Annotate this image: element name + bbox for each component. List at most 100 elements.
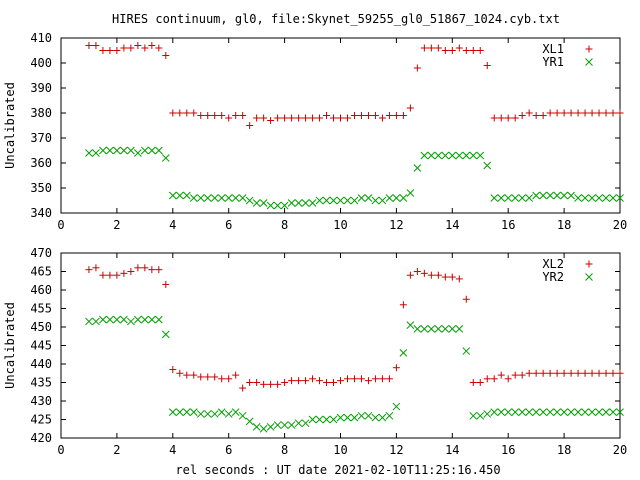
data-point xyxy=(504,194,513,202)
data-point xyxy=(616,369,624,377)
data-point xyxy=(190,371,198,379)
data-point xyxy=(413,64,421,72)
data-point xyxy=(148,266,156,274)
data-point xyxy=(281,379,289,386)
data-point xyxy=(448,324,457,333)
data-point xyxy=(140,315,149,324)
data-point xyxy=(253,114,261,122)
data-point xyxy=(301,199,310,207)
y-tick-label: 450 xyxy=(30,320,52,334)
data-point xyxy=(168,191,177,200)
data-point xyxy=(434,151,443,160)
data-point xyxy=(113,146,121,155)
data-point xyxy=(476,151,485,160)
data-point xyxy=(546,369,554,377)
data-point xyxy=(469,151,478,160)
data-point xyxy=(106,271,114,279)
data-point xyxy=(511,194,520,202)
data-point xyxy=(231,408,240,416)
data-point xyxy=(232,112,240,119)
data-point xyxy=(532,112,540,119)
data-point xyxy=(113,315,121,324)
legend-marker xyxy=(585,260,593,268)
data-point xyxy=(274,114,282,122)
data-point xyxy=(581,194,589,202)
y-tick-label: 350 xyxy=(30,181,52,195)
data-point xyxy=(329,196,338,205)
data-point xyxy=(288,377,296,385)
x-tick-label: 8 xyxy=(281,443,288,457)
data-point xyxy=(246,379,254,386)
data-point xyxy=(441,151,450,160)
data-point xyxy=(274,380,282,388)
data-point xyxy=(560,191,568,200)
data-point xyxy=(483,62,491,69)
data-point xyxy=(567,408,575,416)
data-point xyxy=(196,410,205,418)
data-point xyxy=(85,266,93,274)
data-point xyxy=(588,369,596,377)
data-point xyxy=(490,194,499,202)
y-tick-label: 435 xyxy=(30,376,52,390)
data-point xyxy=(511,114,519,122)
data-point xyxy=(252,199,261,207)
data-point xyxy=(127,317,135,326)
data-point xyxy=(281,114,289,122)
data-point xyxy=(420,324,429,333)
data-point xyxy=(147,146,156,155)
data-point xyxy=(169,366,177,374)
data-point xyxy=(595,369,603,377)
data-point xyxy=(448,151,457,160)
data-point xyxy=(350,112,358,119)
data-point xyxy=(392,194,401,202)
data-point xyxy=(253,379,261,386)
data-point xyxy=(287,421,296,429)
data-point xyxy=(155,44,163,52)
data-point xyxy=(196,194,205,202)
data-point xyxy=(273,421,282,429)
y-tick-label: 445 xyxy=(30,339,52,353)
data-point xyxy=(441,273,449,281)
data-point xyxy=(490,375,498,383)
data-point xyxy=(182,408,191,416)
data-point xyxy=(378,114,386,122)
data-point xyxy=(99,271,107,279)
data-point xyxy=(176,369,184,377)
data-point xyxy=(92,149,100,157)
data-point xyxy=(595,408,603,416)
data-point xyxy=(357,411,366,420)
data-point xyxy=(553,369,561,377)
data-point xyxy=(280,421,289,429)
x-tick-label: 0 xyxy=(57,218,64,232)
data-point xyxy=(238,194,247,202)
data-point xyxy=(518,112,526,119)
data-point xyxy=(553,191,561,200)
data-point xyxy=(371,112,379,119)
data-point xyxy=(553,109,561,117)
data-point xyxy=(337,114,344,122)
data-point xyxy=(455,44,463,52)
figure-title: HIRES continuum, gl0, file:Skynet_59255_… xyxy=(112,12,560,26)
data-point xyxy=(581,109,589,117)
data-point xyxy=(371,413,380,422)
data-point xyxy=(316,114,324,122)
data-point xyxy=(427,271,435,279)
data-point xyxy=(127,44,135,52)
data-point xyxy=(602,109,610,117)
data-point xyxy=(455,324,464,333)
data-point xyxy=(539,191,547,200)
data-point xyxy=(581,369,589,377)
data-point xyxy=(616,109,624,117)
data-point xyxy=(224,410,233,418)
data-point xyxy=(462,47,470,54)
plot-frame xyxy=(60,252,621,439)
series-YR1 xyxy=(85,146,624,210)
data-point xyxy=(357,375,365,383)
data-point xyxy=(147,315,156,324)
data-point xyxy=(364,112,372,119)
data-point xyxy=(462,151,471,160)
data-point xyxy=(259,199,268,207)
data-point xyxy=(476,47,484,54)
data-point xyxy=(176,109,184,117)
